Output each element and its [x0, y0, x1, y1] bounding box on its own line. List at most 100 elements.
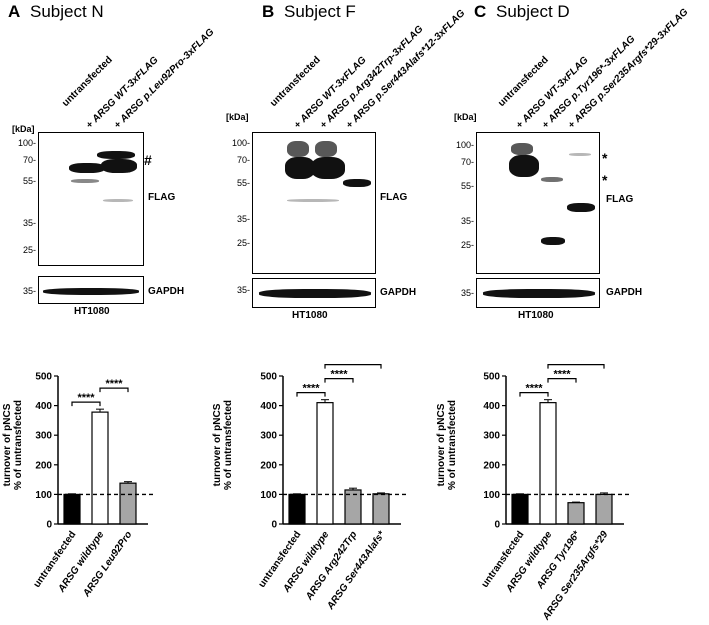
gapdh-label: GAPDH: [606, 287, 643, 298]
band-marker: #: [144, 152, 152, 168]
panel-title: Subject D: [496, 2, 570, 21]
mw-marker: 25-: [22, 245, 36, 255]
mw-marker: 100-: [231, 138, 250, 148]
mw-marker: 70-: [460, 157, 474, 167]
significance-bracket: [547, 364, 605, 369]
band-marker: *: [602, 172, 608, 188]
panel-title: Subject N: [30, 2, 104, 21]
mw-marker: 35-: [460, 216, 474, 226]
y-tick-label: 300: [35, 431, 52, 442]
bar: [595, 493, 613, 525]
significance-label: ****: [567, 360, 585, 367]
kda-label: [kDa]: [12, 124, 35, 134]
flag-blot: [252, 132, 376, 274]
significance-bracket: [519, 392, 549, 397]
mw-marker: 70-: [22, 155, 36, 165]
kda-label: [kDa]: [226, 112, 249, 122]
mw-marker: 55-: [460, 181, 474, 191]
y-tick-label: 100: [260, 490, 277, 501]
significance-bracket: [324, 364, 382, 369]
flag-label: FLAG: [148, 192, 176, 203]
cell-line-label: HT1080: [518, 310, 554, 321]
y-tick-label: 400: [260, 401, 277, 412]
significance-label: ****: [302, 383, 320, 395]
significance-bracket: [324, 378, 354, 383]
y-tick-label: 200: [483, 460, 500, 471]
x-tick-label: ARSG Leu92Pro: [81, 529, 135, 599]
flag-blot: [38, 132, 144, 266]
gapdh-blot: [476, 278, 600, 308]
mw-marker: 35-: [460, 288, 474, 298]
y-tick-label: 0: [271, 520, 277, 531]
significance-label: ****: [105, 378, 123, 390]
gapdh-blot: [252, 278, 376, 308]
bar: [372, 493, 390, 525]
panel-letter: B: [262, 2, 275, 21]
y-tick-label: 300: [260, 431, 277, 442]
cell-line-label: HT1080: [74, 306, 110, 317]
flag-label: FLAG: [380, 192, 408, 203]
y-tick-label: 500: [35, 372, 52, 383]
panel-letter: C: [474, 2, 487, 21]
significance-bracket: [296, 392, 326, 397]
y-tick-label: 400: [483, 401, 500, 412]
significance-label: ****: [330, 369, 348, 381]
gapdh-label: GAPDH: [148, 286, 185, 297]
gapdh-label: GAPDH: [380, 287, 417, 298]
y-tick-label: 100: [35, 490, 52, 501]
mw-marker: 35-: [22, 218, 36, 228]
mw-marker: 35-: [22, 286, 36, 296]
x-tick-label-text: ARSG Leu92Pro: [81, 529, 135, 599]
lane-label: + ARSG p.Ser443Alafs*12-3xFLAG: [344, 7, 468, 131]
mw-marker: 70-: [236, 155, 250, 165]
gapdh-blot: [38, 276, 144, 304]
lane-label: + ARSG p.Ser235Argfs*29-3xFLAG: [566, 6, 691, 131]
significance-bracket: [71, 401, 101, 407]
significance-label: ****: [344, 360, 362, 367]
y-tick-label: 500: [483, 372, 500, 383]
significance-bracket: [99, 387, 129, 393]
bar: [63, 493, 81, 525]
y-tick-label: 200: [35, 460, 52, 471]
kda-label: [kDa]: [454, 112, 477, 122]
mw-marker: 100-: [455, 140, 474, 150]
bar: [316, 402, 334, 525]
mw-marker: 55-: [236, 178, 250, 188]
bar: [288, 493, 306, 525]
x-tick-label-text: ARSG Arg242Trp: [303, 529, 359, 603]
mw-marker: 35-: [236, 285, 250, 295]
lane-label: + ARSG p.Arg342Trp-3xFLAG: [318, 23, 426, 131]
y-tick-label: 200: [260, 460, 277, 471]
bar: [91, 411, 109, 525]
flag-label: FLAG: [606, 194, 634, 205]
y-tick-label: 0: [46, 520, 52, 531]
significance-bracket: [547, 378, 577, 383]
significance-label: ****: [553, 369, 571, 381]
band-marker: *: [602, 150, 608, 166]
flag-blot: [476, 132, 600, 274]
panel-title: Subject F: [284, 2, 356, 21]
y-tick-label: 300: [483, 431, 500, 442]
significance-label: ****: [77, 392, 95, 404]
cell-line-label: HT1080: [292, 310, 328, 321]
y-tick-label: 100: [483, 490, 500, 501]
x-tick-label: ARSG Arg242Trp: [303, 529, 359, 603]
bar: [539, 402, 557, 525]
bar: [511, 493, 529, 525]
mw-marker: 25-: [236, 238, 250, 248]
bar: [567, 502, 585, 525]
bar: [344, 489, 362, 525]
panel-letter: A: [8, 2, 21, 21]
y-tick-label: 400: [35, 401, 52, 412]
mw-marker: 100-: [17, 138, 36, 148]
bar: [119, 482, 137, 525]
significance-label: ****: [525, 383, 543, 395]
mw-marker: 55-: [22, 176, 36, 186]
y-tick-label: 0: [494, 520, 500, 531]
mw-marker: 25-: [460, 240, 474, 250]
y-tick-label: 500: [260, 372, 277, 383]
mw-marker: 35-: [236, 214, 250, 224]
